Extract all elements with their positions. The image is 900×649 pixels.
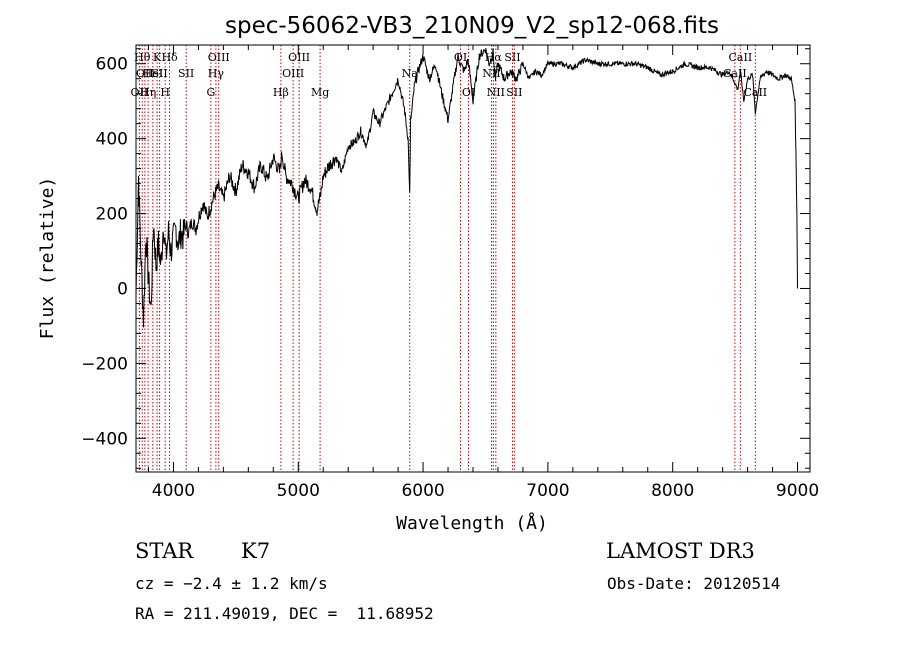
- x-tick-label-2: 6000: [401, 481, 444, 501]
- y-axis-label: Flux (relative): [37, 177, 58, 340]
- object-class: STAR: [135, 539, 194, 563]
- spectral-line-label-25: CaII: [723, 67, 747, 80]
- y-tick-label-0: −400: [81, 429, 128, 449]
- spectral-line-label-5: K: [153, 51, 162, 64]
- axis-ticks-layer: 4000 5000 6000 7000 8000 9000 −400 −200 0 200 400 6…: [81, 45, 819, 501]
- y-tick-label-2: 0: [117, 279, 128, 299]
- spectral-line-label-9: SII: [178, 67, 194, 80]
- spectral-line-label-26: CaII: [729, 51, 753, 64]
- y-tick-label-5: 600: [96, 55, 128, 75]
- spectral-line-labels-layer: OIIHθOIIHηHeIKSIIHHδSIIGHγOIIIHβOIIIOIII…: [131, 51, 768, 99]
- spectral-line-label-23: SII: [504, 51, 520, 64]
- plot-frame: [135, 44, 811, 473]
- spectral-line-label-11: Hγ: [208, 67, 225, 80]
- spectral-lines-layer: [138, 45, 756, 472]
- spectral-line-label-12: OIII: [208, 51, 230, 64]
- y-tick-label-1: −200: [81, 354, 128, 374]
- spectral-line-label-2: OII: [136, 67, 154, 80]
- spectral-line-label-17: Na: [402, 67, 419, 80]
- spectral-line-label-3: Hη: [140, 86, 156, 99]
- series-layer: [135, 48, 798, 328]
- spectral-line-label-18: OI: [454, 51, 467, 64]
- x-tick-label-1: 5000: [277, 481, 320, 501]
- spectral-line-label-1: Hθ: [134, 51, 151, 64]
- spectral-line-label-13: Hβ: [273, 86, 289, 99]
- spectral-line-label-0: OII: [131, 86, 149, 99]
- spectral-line-label-4: HeI: [143, 67, 163, 80]
- x-tick-label-0: 4000: [152, 481, 195, 501]
- spectral-line-label-6: SII: [151, 67, 167, 80]
- spectral-line-label-24: SII: [506, 86, 522, 99]
- spectral-line-label-7: H: [160, 86, 170, 99]
- observation-date: Obs-Date: 20120514: [607, 574, 781, 593]
- spectral-line-label-14: OIII: [282, 67, 304, 80]
- spectral-line-label-22: NII: [487, 86, 505, 99]
- x-tick-label-4: 8000: [651, 481, 694, 501]
- spectrum-chart: spec-56062-VB3_210N09_V2_sp12-068.fits O…: [37, 13, 819, 534]
- spectrum-line: [135, 48, 798, 328]
- survey-name: LAMOST DR3: [606, 539, 755, 563]
- spectral-line-label-15: OIII: [288, 51, 310, 64]
- x-axis-label: Wavelength (Å): [396, 512, 548, 534]
- spectral-line-label-16: Mg: [311, 86, 329, 99]
- chart-title: spec-56062-VB3_210N09_V2_sp12-068.fits: [225, 13, 719, 39]
- spectral-line-label-20: NII: [482, 67, 500, 80]
- redshift-readout: cz = −2.4 ± 1.2 km/s: [135, 574, 328, 593]
- x-tick-label-3: 7000: [526, 481, 569, 501]
- y-tick-label-3: 200: [96, 205, 128, 225]
- x-tick-label-5: 9000: [776, 481, 819, 501]
- coordinates-readout: RA = 211.49019, DEC = 11.68952: [135, 604, 434, 623]
- object-subclass: K7: [241, 539, 271, 563]
- spectral-line-label-10: G: [206, 86, 215, 99]
- spectral-line-label-8: Hδ: [161, 51, 178, 64]
- spectral-line-label-27: CaII: [743, 86, 767, 99]
- y-tick-label-4: 400: [96, 130, 128, 150]
